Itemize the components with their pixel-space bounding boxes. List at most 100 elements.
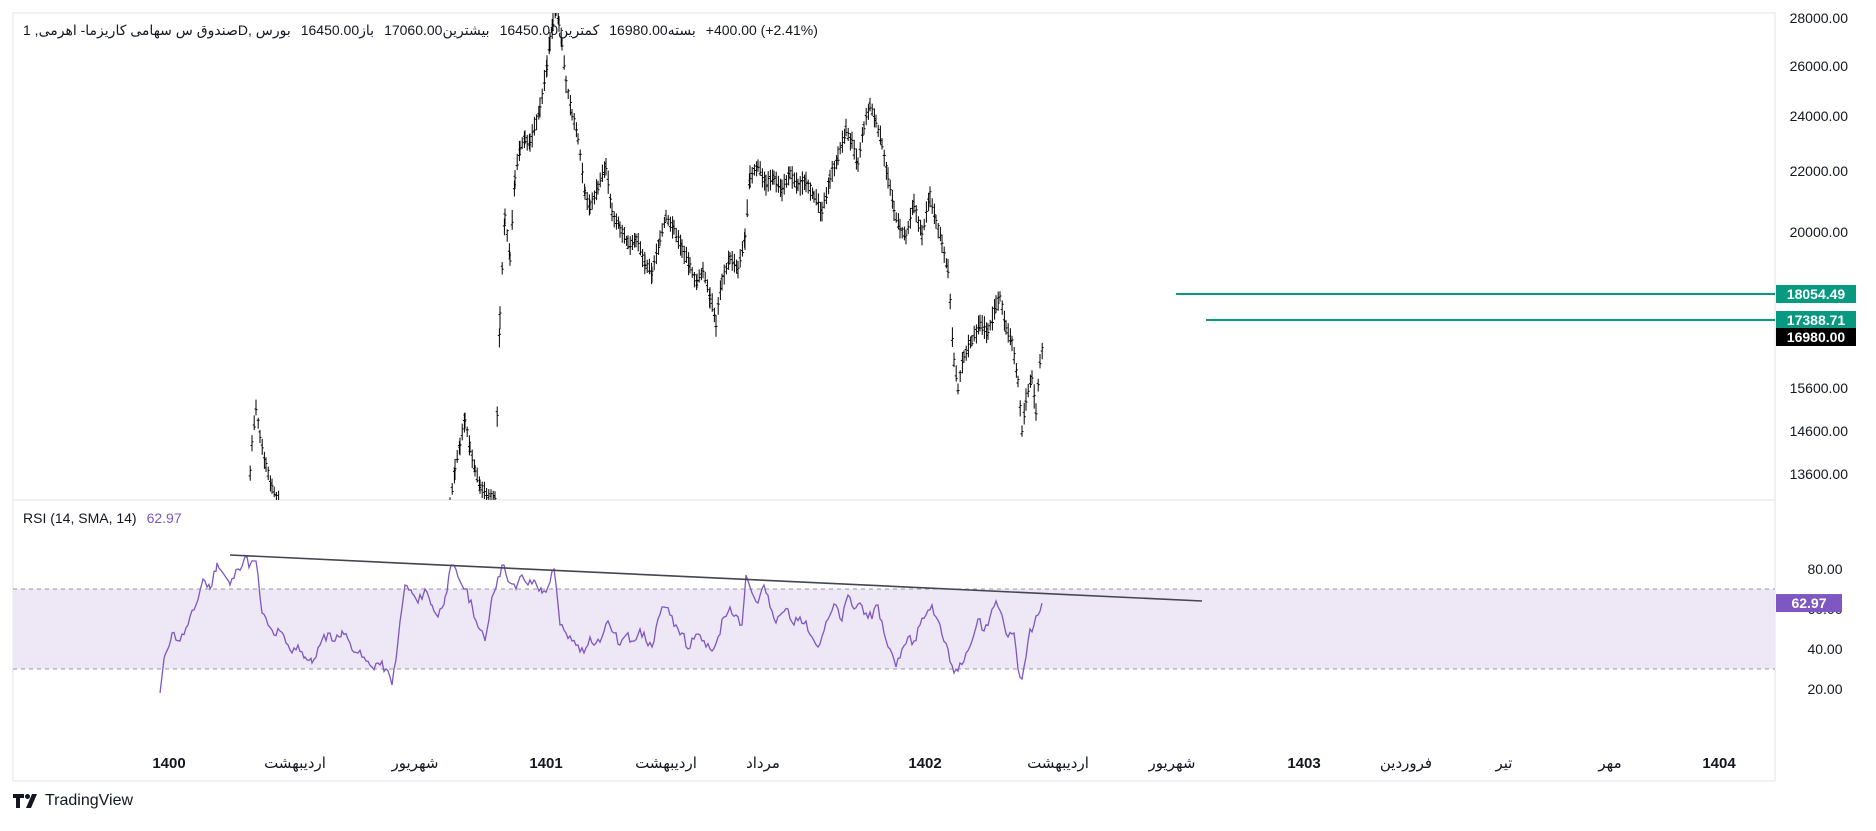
price-candle [268, 475, 272, 492]
price-candle [618, 221, 622, 238]
price-candle [647, 258, 651, 275]
price-candle [988, 319, 992, 331]
price-candle [1014, 363, 1018, 378]
price-candle [914, 205, 918, 223]
price-candle [498, 306, 502, 330]
price-candle [600, 164, 604, 182]
price-candle [954, 365, 958, 382]
price-candle [502, 218, 506, 236]
price-candle [604, 158, 608, 176]
price-candle [920, 224, 924, 246]
price-candle [590, 192, 594, 210]
price-candle [866, 104, 870, 120]
rsi-band [13, 589, 1775, 669]
rsi-trendline-line[interactable] [229, 554, 1203, 602]
price-candle [774, 171, 778, 193]
price-candle [620, 224, 624, 243]
rsi-axis-tick-label: 80.00 [1807, 561, 1842, 577]
price-candle [820, 201, 824, 222]
price-candle [570, 109, 574, 121]
price-candle [890, 189, 894, 209]
price-candle [946, 258, 950, 279]
price-candle [638, 241, 642, 256]
rsi-legend-label[interactable]: RSI (14, SMA, 14) [23, 510, 137, 526]
price-candle [652, 255, 656, 271]
price-candle [540, 88, 544, 104]
price-candle [1020, 425, 1024, 437]
price-candle [864, 107, 868, 126]
price-candle [489, 489, 493, 500]
price-candle [554, 13, 556, 19]
rsi-trendline [229, 554, 1203, 602]
price-candle [492, 490, 495, 500]
legend-close-label: بسته [667, 21, 696, 38]
price-candle [728, 252, 732, 265]
price-candle [688, 257, 692, 274]
price-candle [650, 266, 654, 283]
time-axis-label: مرداد [746, 755, 780, 772]
price-candle [745, 199, 749, 218]
price-candle [478, 479, 482, 494]
price-candle [870, 103, 874, 116]
rsi-axis-tick-label: 20.00 [1807, 681, 1842, 697]
price-axis-tick-label: 15600.00 [1790, 380, 1849, 396]
price-candle [545, 55, 549, 77]
price-candle [532, 116, 536, 136]
price-candle [942, 246, 946, 263]
price-candle [535, 114, 539, 131]
price-candle [840, 130, 844, 153]
price-candle [982, 316, 986, 339]
price-candle [766, 171, 770, 192]
price-candle [510, 209, 514, 230]
price-candle [574, 122, 578, 138]
price-candle [568, 94, 572, 116]
price-candle [900, 226, 904, 239]
price-candle [966, 334, 970, 358]
price-candle [790, 166, 794, 189]
price-candle [551, 13, 555, 31]
price-candle [730, 251, 734, 271]
time-axis: 1400 اردیبهشت شهریور 1401 اردیبهشت مرداد 1402 ا… [152, 755, 1736, 772]
price-candle [684, 246, 688, 263]
price-candle [1012, 347, 1016, 365]
price-candle [980, 315, 984, 335]
svg-text:62.97: 62.97 [1791, 595, 1826, 611]
price-candle [557, 16, 561, 32]
price-candle [832, 160, 836, 177]
price-candle [1008, 328, 1012, 346]
price-candle [576, 133, 580, 145]
tradingview-logo-text: TradingView [45, 792, 134, 809]
price-candle [258, 429, 262, 444]
legend-symbol[interactable]: صندوق س سهامی کاریزما- اهرمی, 1D, بورس [23, 21, 291, 38]
price-candle [806, 179, 810, 194]
rsi-legend-value: 62.97 [146, 510, 182, 526]
price-candle [934, 214, 938, 229]
rsi-line [159, 555, 1043, 694]
price-candle [796, 178, 800, 192]
price-candle [876, 124, 880, 137]
price-candle [936, 223, 940, 239]
price-candle [964, 345, 968, 361]
price-candle [798, 176, 802, 196]
price-candle [1038, 354, 1042, 369]
legend-open-value: 16450.00 [300, 21, 360, 38]
price-candle [254, 399, 258, 416]
level-price-badge: 17388.71 [1776, 311, 1856, 329]
price-candle [682, 245, 686, 265]
price-candle [500, 262, 504, 275]
price-candle [960, 352, 964, 374]
legend-close: بسته16980.00 [609, 22, 696, 39]
tradingview-logo[interactable]: TradingView [13, 792, 133, 810]
price-candle [930, 198, 934, 214]
price-candle [641, 249, 645, 268]
time-axis-label: مهر [1597, 755, 1621, 772]
price-candle [662, 216, 666, 229]
legend-low-value: 16450.00 [499, 21, 558, 38]
price-candle [743, 228, 747, 250]
price-candle [958, 370, 962, 382]
price-candle [912, 193, 916, 214]
price-candle [892, 200, 896, 221]
price-candle [768, 169, 772, 191]
price-candle [940, 234, 944, 253]
